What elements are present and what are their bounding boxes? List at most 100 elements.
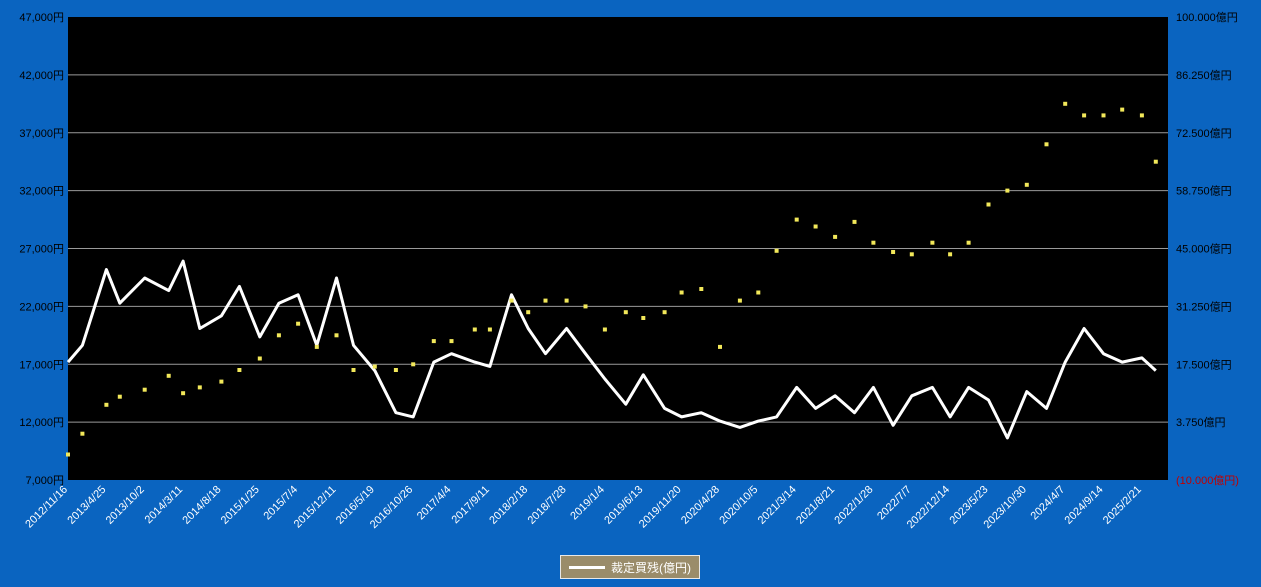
y-tick-label-right: 17.500億円	[1176, 358, 1232, 371]
price-point	[564, 298, 569, 303]
legend: 裁定買残(億円)	[560, 555, 700, 579]
price-point	[296, 321, 301, 326]
price-point	[276, 333, 281, 338]
y-tick-label-right: (10.000億円)	[1176, 474, 1239, 487]
price-point	[526, 310, 531, 315]
price-point	[334, 333, 339, 338]
price-point	[351, 368, 356, 372]
price-point	[891, 250, 896, 254]
x-tick-label: 2022/1/28	[832, 484, 875, 527]
x-tick-label: 2021/3/14	[756, 484, 799, 527]
y-tick-label-left: 27,000円	[19, 244, 64, 256]
price-point	[80, 431, 85, 436]
x-tick-label: 2013/10/2	[104, 484, 147, 527]
price-point	[104, 402, 109, 407]
price-point	[871, 240, 876, 245]
y-tick-label-right: 58.750億円	[1176, 185, 1232, 198]
price-point	[794, 217, 799, 222]
legend-label: 裁定買残(億円)	[611, 560, 691, 575]
x-tick-label: 2012/11/16	[23, 484, 70, 531]
y-tick-label-left: 17,000円	[19, 359, 64, 371]
x-tick-label: 2024/9/14	[1063, 484, 1106, 527]
price-point	[1139, 113, 1144, 118]
y-tick-label-right: 31.250億円	[1176, 300, 1232, 313]
price-point	[852, 219, 857, 224]
price-point	[166, 373, 171, 378]
x-tick-label: 2020/4/28	[679, 484, 722, 527]
x-tick-label: 2018/2/18	[487, 484, 530, 527]
y-tick-label-right: 3.750億円	[1176, 416, 1226, 429]
price-point	[219, 379, 224, 384]
price-point	[1005, 188, 1010, 193]
price-point	[1044, 142, 1049, 147]
y-tick-label-right: 86.250億円	[1176, 69, 1232, 82]
price-point	[142, 387, 147, 392]
price-point	[237, 368, 242, 372]
y-tick-label-right: 100.000億円	[1176, 11, 1238, 24]
x-tick-label: 2022/7/7	[875, 484, 914, 523]
price-point	[257, 356, 262, 361]
x-tick-label: 2014/3/11	[143, 484, 186, 527]
x-tick-label: 2017/9/11	[449, 484, 492, 527]
x-tick-label: 2015/1/25	[219, 484, 262, 527]
series-line-arbitrage-balance	[66, 259, 1157, 440]
price-point	[181, 391, 186, 396]
price-point	[393, 368, 398, 372]
price-point	[1101, 113, 1106, 118]
y-tick-label-left: 47,000円	[19, 12, 64, 24]
price-point	[948, 252, 953, 257]
price-point	[1153, 159, 1158, 164]
price-point	[1082, 113, 1087, 118]
price-point	[487, 327, 492, 332]
price-point	[509, 298, 514, 303]
x-tick-label: 2021/8/21	[794, 484, 837, 527]
price-point	[543, 298, 548, 303]
y-tick-label-left: 37,000円	[19, 128, 64, 140]
price-point	[372, 364, 377, 369]
x-tick-label: 2017/4/4	[415, 484, 454, 523]
x-tick-label: 2019/1/4	[568, 484, 607, 523]
x-tick-label: 2015/7/4	[261, 484, 300, 523]
price-point	[117, 394, 122, 399]
y-tick-label-left: 32,000円	[19, 186, 64, 198]
x-tick-label: 2020/10/5	[717, 484, 760, 527]
x-tick-label: 2025/2/21	[1101, 484, 1144, 527]
price-point	[756, 290, 761, 295]
price-point	[1024, 182, 1029, 187]
x-tick-label: 2013/4/25	[65, 484, 108, 527]
price-point	[986, 202, 991, 207]
price-point	[583, 304, 588, 309]
price-point	[1063, 101, 1068, 106]
price-point	[1120, 107, 1125, 112]
price-point	[813, 224, 818, 229]
price-point	[718, 344, 722, 349]
price-point	[966, 240, 971, 245]
price-point	[431, 339, 436, 344]
price-point	[449, 339, 454, 344]
price-point	[774, 248, 779, 253]
x-tick-label: 2024/4/7	[1029, 484, 1068, 523]
price-point	[737, 298, 742, 303]
x-tick-label: 2014/8/18	[180, 484, 223, 527]
price-point	[679, 290, 684, 295]
price-point	[197, 385, 202, 390]
price-point	[623, 310, 628, 315]
price-point	[472, 327, 477, 332]
price-point	[662, 310, 667, 315]
price-point	[699, 287, 704, 291]
y-tick-label-left: 42,000円	[19, 70, 64, 82]
price-point	[641, 316, 646, 320]
y-tick-label-left: 22,000円	[19, 301, 64, 313]
x-tick-label: 2018/7/28	[526, 484, 569, 527]
y-tick-label-left: 12,000円	[19, 417, 64, 429]
price-point	[909, 252, 914, 257]
price-point	[602, 327, 607, 332]
price-point	[66, 452, 70, 457]
price-point	[930, 240, 935, 245]
price-point	[833, 234, 838, 239]
y-tick-label-right: 72.500億円	[1176, 127, 1232, 140]
price-point	[411, 362, 416, 367]
y-tick-label-left: 7,000円	[25, 475, 64, 487]
legend-swatch	[569, 565, 605, 569]
